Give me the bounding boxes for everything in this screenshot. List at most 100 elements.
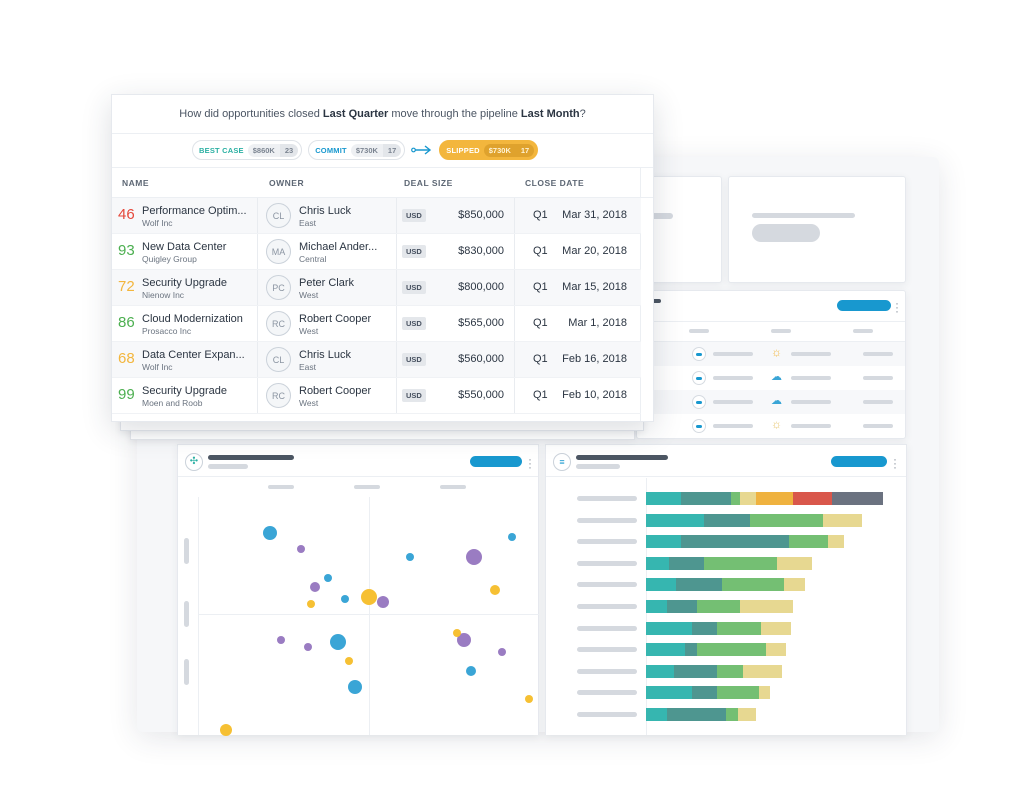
close-date: Feb 16, 2018 — [562, 353, 627, 365]
widget-action-button[interactable] — [837, 300, 891, 311]
opportunity-name[interactable]: New Data Center — [142, 241, 227, 253]
bar-segment — [646, 513, 704, 527]
close-date: Mar 20, 2018 — [562, 245, 627, 257]
stacked-bar[interactable] — [646, 664, 782, 678]
scatter-point[interactable] — [489, 584, 500, 595]
forecast-list-widget: ☼ ☁ ☁ ☼ — [636, 290, 906, 439]
scatter-point[interactable] — [507, 533, 516, 542]
table-row[interactable]: 86 Cloud Modernization Prosacco Inc RC R… — [112, 306, 641, 342]
deal-amount: $850,000 — [458, 209, 504, 221]
owner-region: West — [299, 290, 319, 300]
owner-name[interactable]: Chris Luck — [299, 205, 351, 217]
cloud-sun-icon: ☁ — [771, 371, 782, 383]
scatter-point[interactable] — [453, 628, 462, 637]
bar-segment — [756, 492, 794, 505]
owner-name[interactable]: Peter Clark — [299, 277, 355, 289]
stacked-bar[interactable] — [646, 535, 844, 549]
scatter-point[interactable] — [405, 552, 414, 561]
close-date: Mar 31, 2018 — [562, 209, 627, 221]
bar-label-placeholder — [577, 582, 637, 588]
opportunity-name[interactable]: Security Upgrade — [142, 277, 227, 289]
stacked-bar[interactable] — [646, 643, 787, 657]
period-selector-2[interactable]: Last Month — [520, 108, 580, 120]
scatter-point[interactable] — [341, 595, 350, 604]
cloud-icon: ☁ — [771, 395, 782, 407]
stacked-bar[interactable] — [646, 621, 791, 635]
table-row[interactable]: 46 Performance Optim... Wolf Inc CL Chri… — [112, 198, 641, 234]
stacked-bar[interactable] — [646, 492, 883, 505]
widget-subtitle-placeholder — [208, 464, 248, 469]
column-close-date[interactable]: CLOSE DATE — [525, 178, 585, 188]
stacked-bar[interactable] — [646, 513, 863, 527]
stacked-bar[interactable] — [646, 600, 794, 613]
more-options-icon[interactable] — [528, 457, 531, 469]
owner-name[interactable]: Michael Ander... — [299, 241, 378, 253]
period-selector-1[interactable]: Last Quarter — [322, 108, 389, 120]
bar-segment — [749, 513, 824, 527]
scatter-point[interactable] — [348, 680, 363, 695]
best-case-chip[interactable]: BEST CASE $860K 23 — [192, 140, 303, 160]
scatter-point[interactable] — [324, 573, 333, 582]
bar-segment — [788, 535, 828, 549]
scatter-point[interactable] — [309, 582, 320, 593]
scatter-point[interactable] — [361, 588, 377, 605]
scatter-point[interactable] — [307, 600, 316, 609]
scatter-point[interactable] — [276, 635, 285, 644]
scatter-point[interactable] — [263, 525, 278, 540]
scatter-point[interactable] — [220, 724, 233, 737]
owner-name[interactable]: Robert Cooper — [299, 313, 372, 325]
stacked-bar[interactable] — [646, 708, 757, 721]
chip-amount: $860K — [247, 143, 280, 157]
scatter-point[interactable] — [376, 595, 389, 608]
scatter-point[interactable] — [497, 647, 506, 656]
bar-label-placeholder — [577, 560, 637, 566]
opportunity-name[interactable]: Cloud Modernization — [142, 313, 243, 325]
chip-label: SLIPPED — [446, 145, 480, 155]
company-name: Prosacco Inc — [142, 326, 192, 336]
table-row[interactable]: 72 Security Upgrade Nienow Inc PC Peter … — [112, 270, 641, 306]
status-icon — [692, 347, 706, 361]
close-date: Mar 15, 2018 — [562, 281, 627, 293]
owner-region: West — [299, 326, 319, 336]
bar-segment — [721, 578, 784, 592]
scatter-point[interactable] — [466, 665, 476, 676]
bar-segment — [726, 708, 738, 721]
more-options-icon[interactable] — [895, 301, 898, 313]
opportunity-name[interactable]: Security Upgrade — [142, 385, 227, 397]
scatter-point[interactable] — [297, 545, 305, 554]
bar-segment — [832, 492, 883, 505]
company-name: Nienow Inc — [142, 290, 185, 300]
scatter-widget: ✣ — [177, 444, 539, 737]
table-row[interactable]: 68 Data Center Expan... Wolf Inc CL Chri… — [112, 342, 641, 378]
opportunity-name[interactable]: Data Center Expan... — [142, 349, 245, 361]
bar-segment — [742, 664, 782, 678]
opportunity-table: 46 Performance Optim... Wolf Inc CL Chri… — [112, 198, 641, 414]
more-options-icon[interactable] — [893, 457, 896, 469]
commit-chip[interactable]: COMMIT $730K 17 — [308, 140, 406, 160]
scatter-point[interactable] — [524, 695, 533, 704]
avatar: CL — [266, 203, 291, 228]
widget-action-button[interactable] — [831, 456, 887, 467]
column-owner[interactable]: OWNER — [269, 178, 305, 188]
opportunity-name[interactable]: Performance Optim... — [142, 205, 247, 217]
scatter-point[interactable] — [466, 548, 483, 565]
scatter-point[interactable] — [457, 632, 472, 647]
slipped-chip[interactable]: SLIPPED $730K 17 — [439, 140, 539, 160]
owner-name[interactable]: Chris Luck — [299, 349, 351, 361]
deal-amount: $565,000 — [458, 317, 504, 329]
column-name[interactable]: NAME — [122, 178, 150, 188]
stacked-bar[interactable] — [646, 578, 805, 592]
bar-label-placeholder — [577, 712, 637, 717]
table-row[interactable]: 93 New Data Center Quigley Group MA Mich… — [112, 234, 641, 270]
chip-label: BEST CASE — [199, 145, 244, 155]
table-row[interactable]: 99 Security Upgrade Moen and Roob RC Rob… — [112, 378, 641, 414]
widget-action-button[interactable] — [470, 456, 522, 467]
scatter-point[interactable] — [344, 657, 353, 666]
column-deal-size[interactable]: DEAL SIZE — [404, 178, 453, 188]
bar-segment — [646, 535, 681, 549]
stacked-bar[interactable] — [646, 686, 771, 700]
stacked-bar[interactable] — [646, 556, 812, 570]
scatter-point[interactable] — [303, 642, 312, 651]
owner-name[interactable]: Robert Cooper — [299, 385, 372, 397]
scatter-point[interactable] — [330, 634, 347, 651]
